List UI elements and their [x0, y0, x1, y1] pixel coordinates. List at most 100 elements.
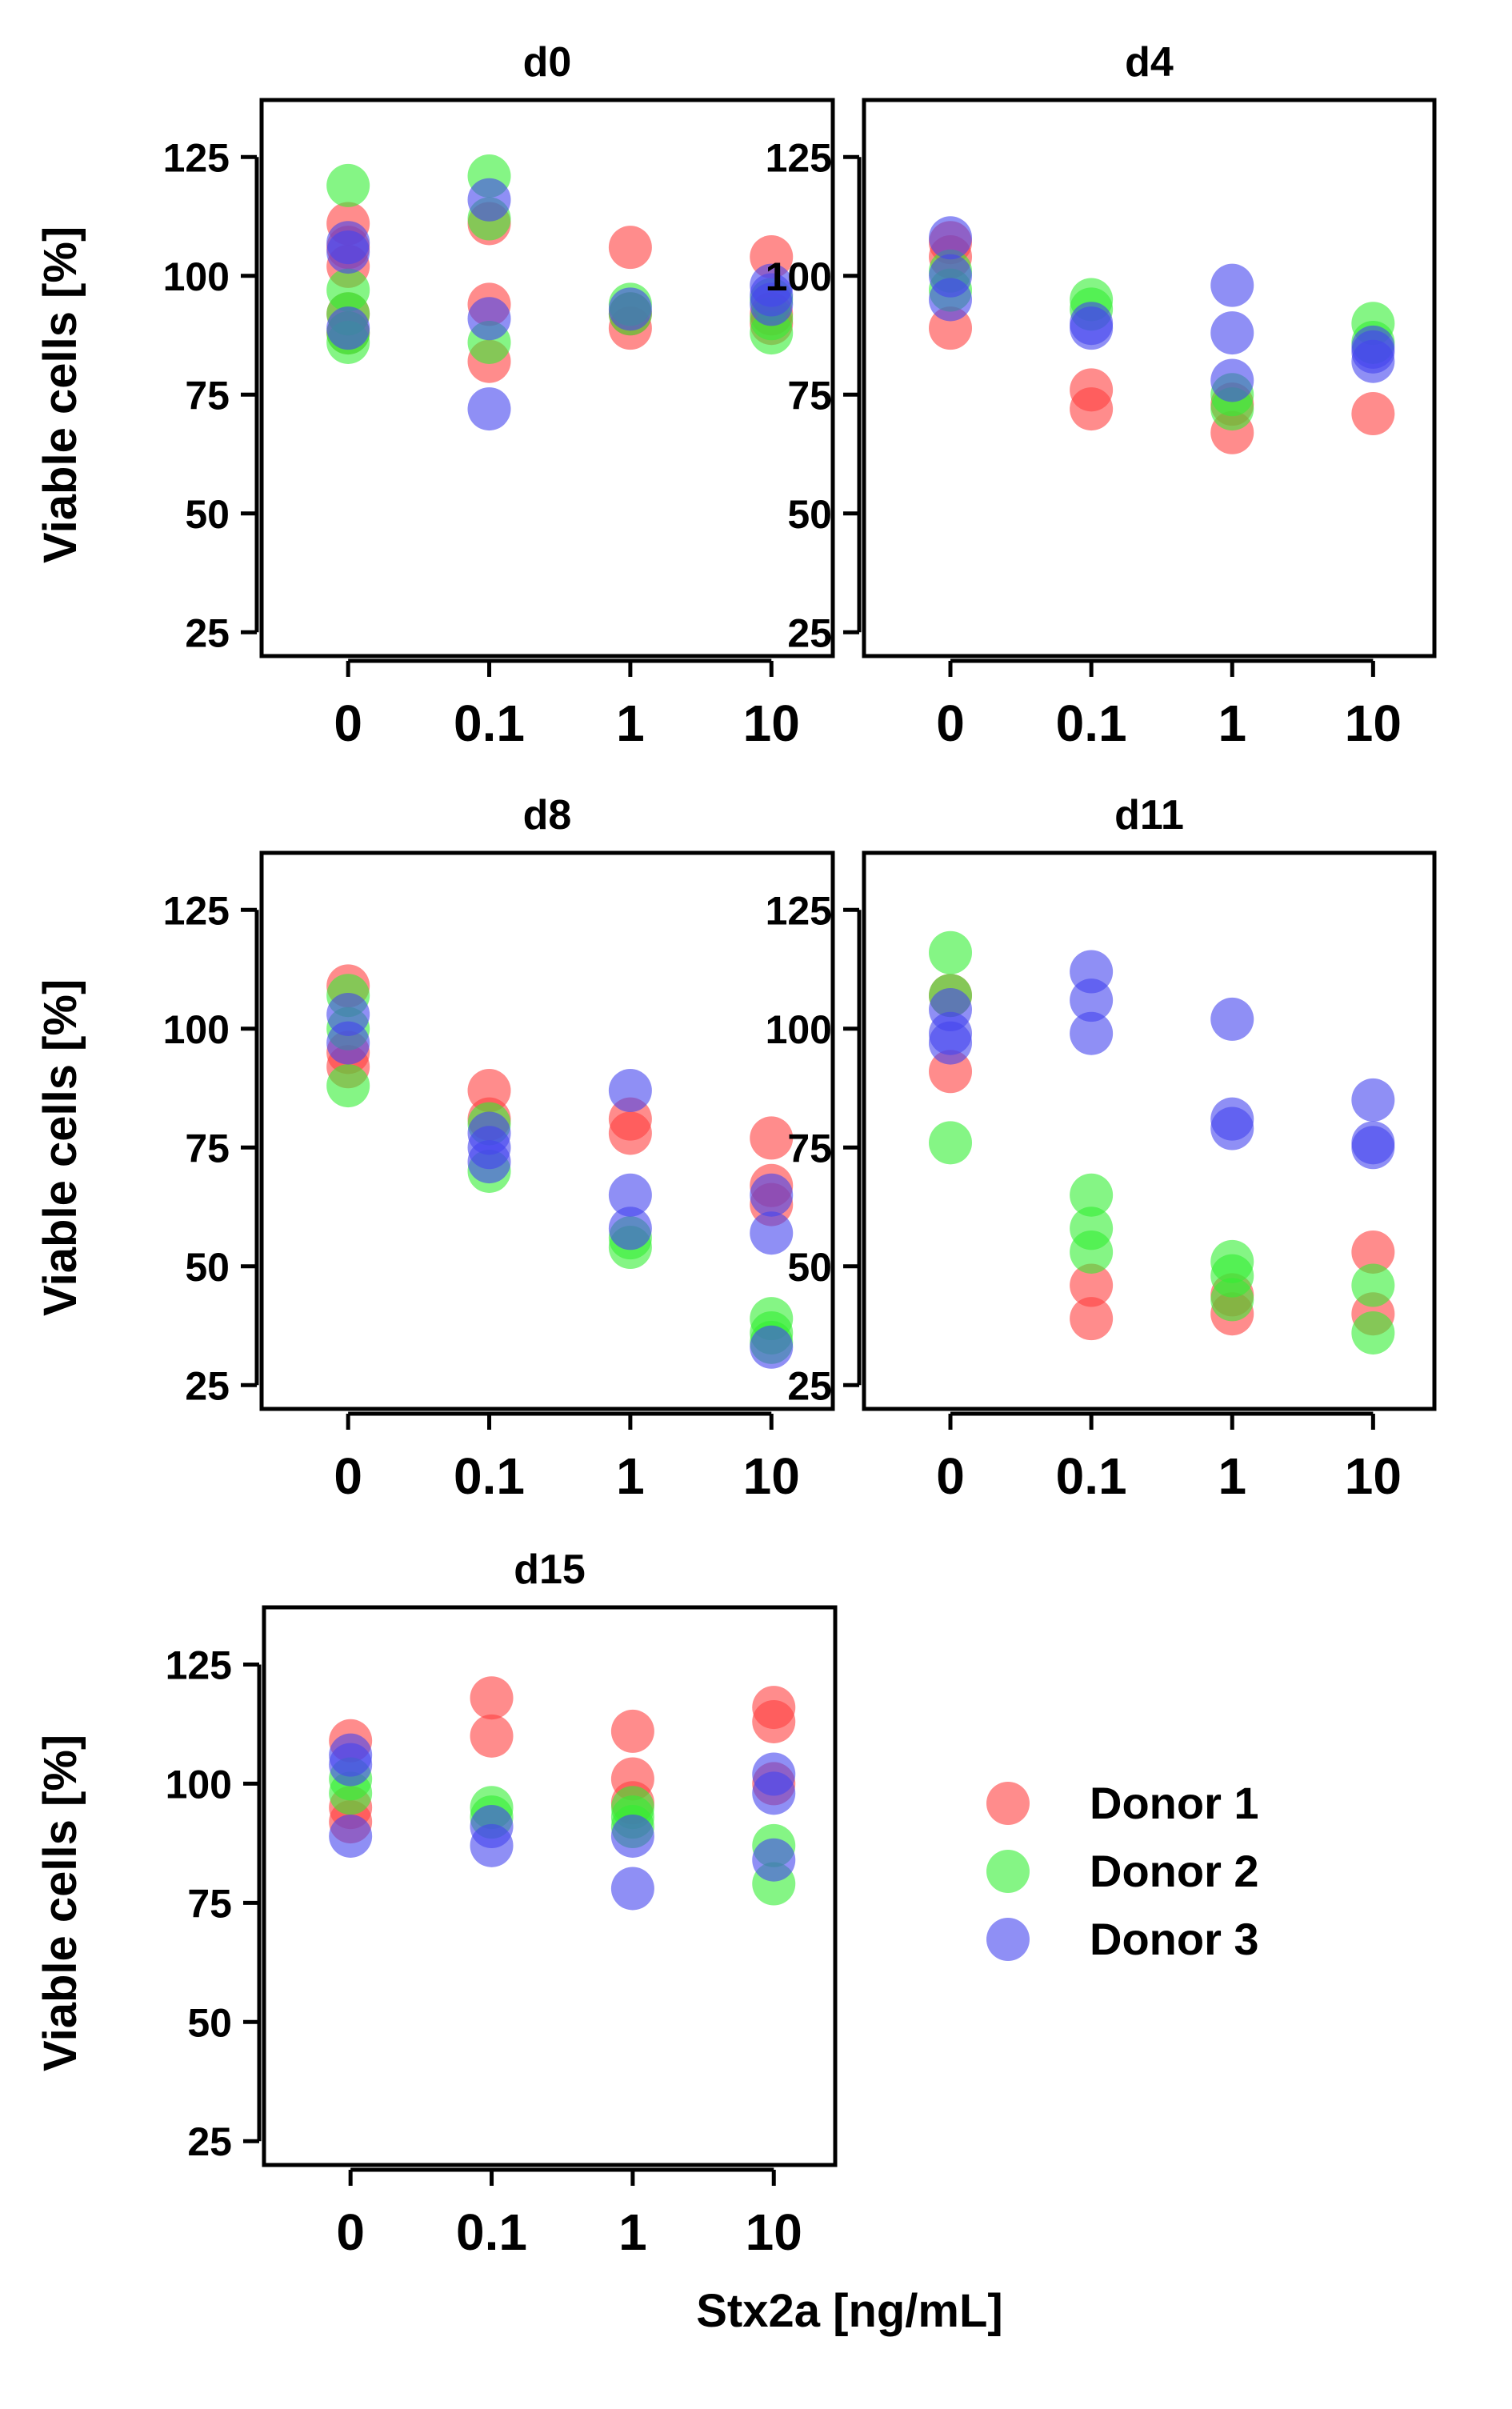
- data-point: [750, 1325, 794, 1369]
- data-point: [1210, 997, 1254, 1041]
- panel-d4: d4 25 50 75 100 125 0 0.1 1 10: [766, 39, 1437, 752]
- x-tick-label: 0: [334, 694, 362, 752]
- x-tick-label: 0: [336, 2203, 365, 2261]
- plot-frame: [259, 98, 835, 658]
- data-point: [467, 1140, 511, 1184]
- series-donor-2: [329, 1757, 796, 1906]
- panel-d11: d11 25 50 75 100 125 0 0.1 1 10: [766, 792, 1437, 1505]
- legend: Donor 1 Donor 2 Donor 3: [986, 1778, 1259, 1964]
- y-tick-label: 25: [787, 610, 832, 655]
- y-tick-label: 125: [766, 135, 832, 180]
- data-point: [1070, 1173, 1114, 1217]
- data-point: [326, 230, 370, 274]
- y-tick-label: 25: [787, 1363, 832, 1408]
- y-axis-title: Viable cells [%]: [34, 1735, 86, 2071]
- panel-title: d11: [1114, 792, 1184, 838]
- series-donor-1: [329, 1676, 796, 1844]
- plot-frame: [259, 850, 835, 1411]
- y-tick-label: 125: [163, 135, 230, 180]
- x-tick-label: 0: [936, 694, 965, 752]
- y-tick-label: 75: [787, 1126, 832, 1170]
- series-donor-2: [929, 249, 1395, 431]
- data-point: [1070, 387, 1114, 431]
- data-point: [326, 306, 370, 350]
- legend-label-donor-1: Donor 1: [1090, 1778, 1259, 1828]
- y-tick-label: 100: [766, 1007, 832, 1052]
- x-tick-label: 1: [616, 694, 645, 752]
- data-point: [1070, 1297, 1114, 1341]
- panel-d0: d0 25 50 75 100 125 0 0.1 1 10 Viable cells [%]: [34, 39, 835, 752]
- x-tick-label: 0: [334, 1447, 362, 1505]
- series-donor-2: [326, 154, 794, 364]
- data-point: [929, 278, 973, 322]
- y-tick-label: 100: [166, 1762, 232, 1807]
- y-tick-label: 50: [787, 1245, 832, 1290]
- data-point: [929, 1021, 973, 1065]
- data-point: [750, 1173, 794, 1217]
- panel-d15: d15 25 50 75 100 125 0 0.1 1 10 Viable cells [%]: [34, 1547, 838, 2261]
- x-tick-label: 1: [618, 2203, 647, 2261]
- data-point: [329, 1743, 373, 1787]
- y-tick-label: 125: [163, 888, 230, 933]
- data-point: [750, 282, 794, 326]
- y-tick-label: 75: [787, 373, 832, 418]
- data-point: [1351, 1263, 1395, 1307]
- series-donor-3: [326, 178, 794, 431]
- data-point: [1210, 358, 1254, 402]
- x-tick-label: 10: [746, 2203, 802, 2261]
- data-point: [470, 1676, 514, 1720]
- data-point: [467, 178, 511, 222]
- plot-frame: [262, 1605, 838, 2167]
- x-tick-label: 10: [1345, 1447, 1402, 1505]
- data-point: [610, 1867, 654, 1911]
- series-donor-3: [326, 992, 794, 1369]
- data-point: [608, 1069, 652, 1113]
- data-point: [1210, 311, 1254, 355]
- x-tick-label: 0: [936, 1447, 965, 1505]
- y-axis-title: Viable cells [%]: [34, 226, 86, 563]
- y-tick-label: 50: [787, 492, 832, 537]
- x-tick-label: 0.1: [1056, 1447, 1127, 1505]
- data-point: [326, 163, 370, 207]
- y-tick-label: 25: [187, 2119, 232, 2164]
- data-point: [1351, 1078, 1395, 1122]
- legend-label-donor-3: Donor 3: [1090, 1914, 1259, 1964]
- data-point: [608, 226, 652, 270]
- data-point: [329, 1814, 373, 1858]
- data-point: [470, 1823, 514, 1867]
- data-point: [929, 930, 973, 974]
- legend-marker-donor-2: [986, 1850, 1030, 1893]
- y-tick-label: 100: [163, 1007, 230, 1052]
- panel-title: d0: [523, 39, 572, 86]
- data-point: [752, 1838, 796, 1882]
- y-tick-label: 75: [185, 373, 230, 418]
- data-point: [1210, 1106, 1254, 1150]
- series-donor-1: [929, 221, 1395, 454]
- data-point: [1351, 1230, 1395, 1274]
- y-tick-label: 25: [185, 1363, 230, 1408]
- y-tick-label: 50: [185, 492, 230, 537]
- data-point: [750, 1211, 794, 1255]
- data-point: [1070, 1263, 1114, 1307]
- x-tick-label: 0.1: [454, 1447, 525, 1505]
- y-tick-label: 100: [163, 254, 230, 299]
- legend-marker-donor-1: [986, 1782, 1030, 1825]
- data-point: [750, 1116, 794, 1160]
- data-point: [326, 1064, 370, 1108]
- data-point: [1210, 1278, 1254, 1322]
- data-point: [1351, 1311, 1395, 1355]
- series-donor-1: [326, 202, 794, 383]
- data-point: [929, 216, 973, 260]
- x-tick-label: 10: [1345, 694, 1402, 752]
- data-point: [467, 387, 511, 431]
- x-tick-label: 1: [616, 1447, 645, 1505]
- data-point: [1070, 306, 1114, 350]
- x-tick-label: 0.1: [456, 2203, 527, 2261]
- y-tick-label: 100: [766, 254, 832, 299]
- y-tick-label: 25: [185, 610, 230, 655]
- x-tick-label: 0.1: [1056, 694, 1127, 752]
- data-point: [608, 1207, 652, 1251]
- data-point: [1070, 1230, 1114, 1274]
- y-axis-title: Viable cells [%]: [34, 979, 86, 1316]
